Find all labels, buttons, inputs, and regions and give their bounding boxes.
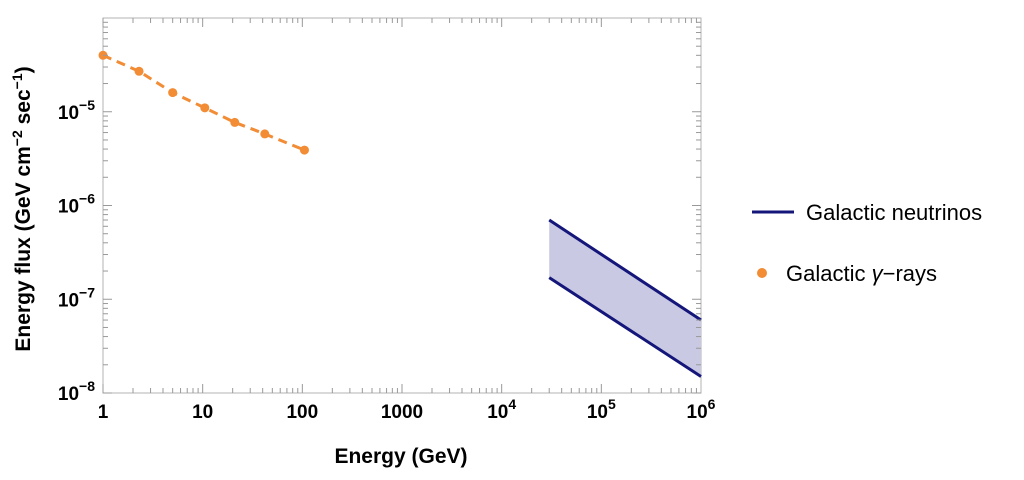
axes: 1 10 100 1000 104 105 106 10−8 10−7 10−6 10−5 xyxy=(58,18,716,423)
y-tick-label: 10−8 xyxy=(58,378,95,405)
data-layer xyxy=(98,50,702,378)
gamma-ray-point xyxy=(260,129,270,139)
y-tick-label: 10−5 xyxy=(58,97,95,124)
legend-entry-gamma-rays: Galactic γ−rays xyxy=(757,261,937,286)
legend-entry-neutrinos: Galactic neutrinos xyxy=(752,200,982,225)
legend: Galactic neutrinos Galactic γ−rays xyxy=(752,200,982,286)
plot-area xyxy=(102,17,702,394)
gamma-ray-point xyxy=(134,66,144,76)
neutrino-upper-line xyxy=(548,218,702,322)
x-tick-label: 100 xyxy=(286,402,318,423)
x-tick-label: 105 xyxy=(587,396,616,423)
x-tick-label: 1 xyxy=(98,402,109,423)
gamma-ray-point xyxy=(168,88,178,98)
gamma-ray-point xyxy=(200,103,210,113)
gamma-ray-dashed-line xyxy=(102,53,306,152)
legend-label-gamma-rays: Galactic γ−rays xyxy=(786,261,937,286)
neutrino-lower-line xyxy=(548,276,702,378)
plot-frame xyxy=(102,17,702,394)
legend-label-neutrinos: Galactic neutrinos xyxy=(806,200,982,225)
x-tick-label: 106 xyxy=(687,396,716,423)
x-tick-label: 104 xyxy=(487,396,516,423)
gamma-ray-point xyxy=(299,145,309,155)
x-tick-label: 10 xyxy=(192,402,213,423)
y-tick-label: 10−6 xyxy=(58,191,95,218)
legend-gamma-dot xyxy=(757,268,767,278)
y-tick-label: 10−7 xyxy=(58,284,95,311)
neutrino-band-fill xyxy=(549,220,701,377)
x-axis-title: Energy (GeV) xyxy=(334,445,467,468)
x-tick-label: 1000 xyxy=(381,402,423,423)
gamma-ray-point xyxy=(230,117,240,127)
y-axis-title: Energy flux (GeV cm−2 sec−1) xyxy=(9,66,35,351)
